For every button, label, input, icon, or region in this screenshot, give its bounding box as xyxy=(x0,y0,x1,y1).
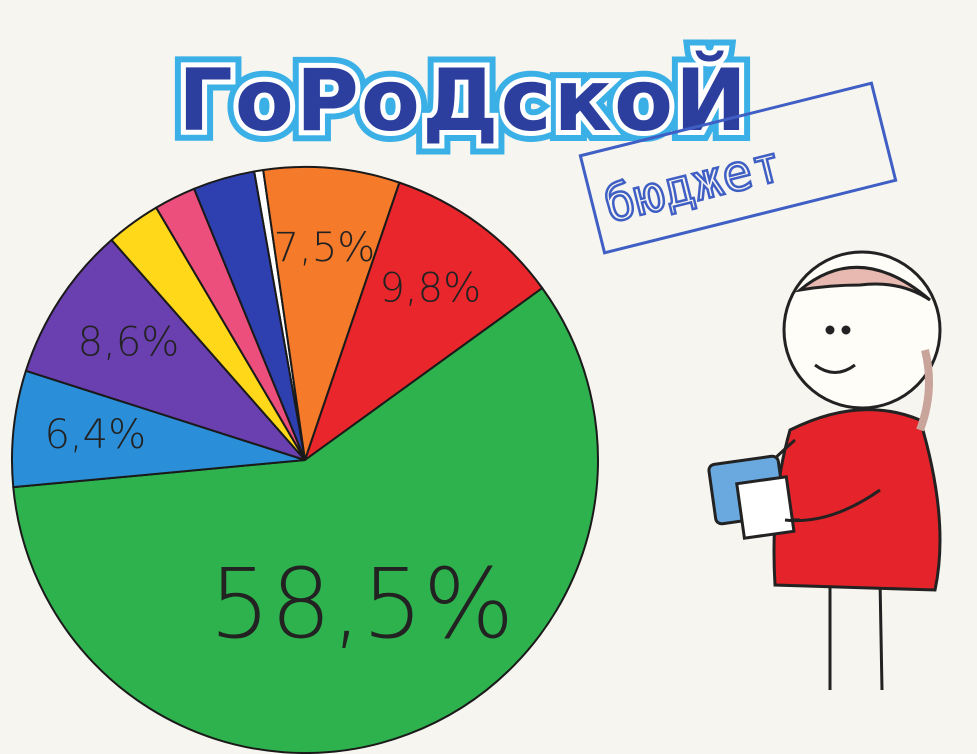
slice-label: 8,6% xyxy=(78,319,180,365)
pie-slice xyxy=(12,287,599,754)
girl-illustration xyxy=(707,250,942,691)
pie-slice xyxy=(193,170,306,461)
subtitle-frame xyxy=(578,81,898,255)
pie-slice xyxy=(304,181,544,461)
pie-slice xyxy=(11,369,306,489)
pie-slice xyxy=(262,166,401,461)
chart-title-outline: ГоРоДскоЙ xyxy=(178,50,749,151)
pie-slice xyxy=(24,238,306,461)
slice-label: 7,5% xyxy=(274,225,376,271)
slice-label: 9,8% xyxy=(379,265,481,311)
slice-label: 58,5% xyxy=(209,548,514,660)
pie: 7,5%9,8% 58,5% 6,4% 8,6% xyxy=(11,166,599,754)
slice-label: 6,4% xyxy=(44,412,146,458)
